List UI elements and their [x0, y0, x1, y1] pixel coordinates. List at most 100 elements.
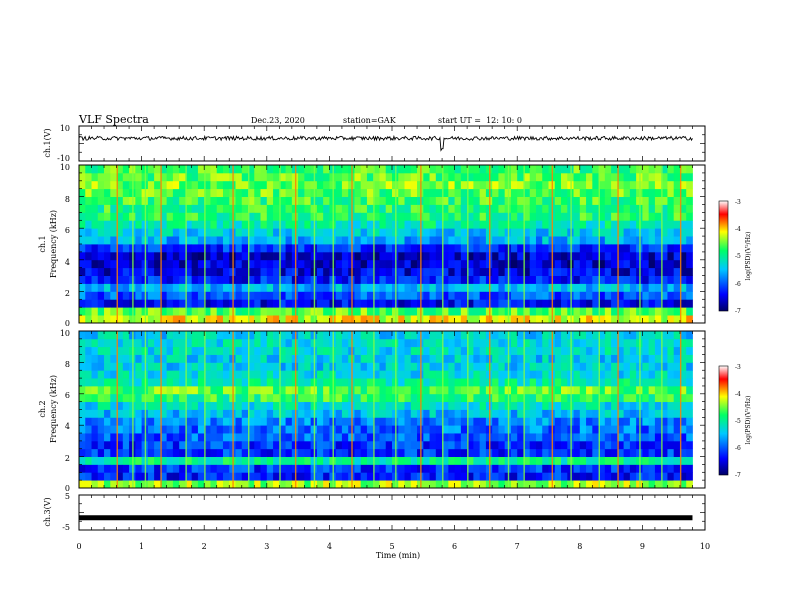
spec-cell	[222, 370, 230, 379]
spec-cell	[97, 228, 105, 237]
spec-cell	[85, 472, 92, 481]
spec-cell	[222, 251, 230, 261]
spec-cell	[216, 393, 224, 403]
spec-cell	[323, 172, 330, 182]
spec-cell	[611, 291, 618, 300]
spec-cell	[341, 456, 349, 465]
spec-cell	[122, 188, 130, 197]
spec-cell	[91, 417, 99, 426]
spec-cell	[654, 180, 662, 190]
spec-cell	[335, 417, 343, 426]
spec-cell	[360, 188, 368, 197]
spec-cell	[611, 331, 618, 340]
spec-cell	[260, 385, 268, 395]
spec-cell	[210, 165, 218, 174]
spec-cell	[686, 370, 693, 379]
spec-cell	[442, 401, 449, 410]
spec-cell	[285, 362, 293, 371]
spec-cell	[479, 291, 487, 300]
spec-cell	[492, 472, 499, 481]
spec-cell	[97, 165, 105, 174]
spec-cell	[241, 480, 249, 489]
spec-cell	[467, 346, 474, 355]
spec-cell	[686, 244, 693, 253]
spec-cell	[273, 385, 280, 395]
spec-cell	[373, 401, 380, 410]
spec-cell	[279, 291, 286, 300]
spec-cell	[542, 275, 549, 284]
spec-cell	[147, 251, 155, 261]
spec-cell	[379, 346, 387, 355]
spec-cell	[629, 267, 637, 276]
spec-cell	[517, 236, 524, 245]
spec-cell	[535, 393, 543, 403]
spec-cell	[248, 448, 255, 457]
spec-cell	[611, 464, 618, 473]
spec-cell	[298, 331, 305, 340]
spec-cell	[654, 409, 662, 418]
spec-cell	[473, 307, 481, 316]
spec-cell	[273, 472, 280, 481]
spec-cell	[410, 417, 418, 426]
spec-cell	[429, 385, 437, 395]
spec-cell	[454, 440, 462, 450]
spec-cell	[454, 172, 462, 182]
spec-cell	[479, 393, 487, 403]
spec-cell	[442, 244, 449, 253]
spec-cell	[354, 425, 362, 434]
spec-cell	[179, 244, 186, 253]
spec-cell	[679, 331, 687, 340]
spec-cell	[385, 236, 393, 245]
spec-cell	[160, 283, 168, 292]
spec-cell	[654, 204, 662, 213]
spec-cell	[166, 196, 174, 205]
spec-cell	[667, 180, 675, 190]
spec-cell	[435, 228, 443, 237]
spec-cell	[304, 212, 312, 221]
spec-cell	[279, 299, 286, 308]
spec-cell	[611, 417, 618, 426]
spec-cell	[323, 204, 330, 213]
spec-cell	[460, 204, 468, 213]
spec-cell	[179, 259, 186, 269]
spec-cell	[85, 188, 92, 197]
start-time-label: start UT = 12: 10: 0	[438, 116, 522, 125]
spec-cell	[116, 464, 124, 473]
spec-cell	[110, 393, 117, 403]
spec-cell	[479, 228, 487, 237]
spec-cell	[579, 440, 587, 450]
spec-cell	[298, 244, 305, 253]
spec-cell	[97, 267, 105, 276]
spec-cell	[185, 401, 193, 410]
spec-cell	[91, 354, 99, 363]
spec-cell	[642, 480, 650, 489]
spec-cell	[373, 417, 380, 426]
spec-cell	[523, 188, 531, 197]
spec-cell	[285, 259, 293, 269]
spec-cell	[273, 188, 280, 197]
spec-cell	[667, 259, 675, 269]
spec-cell	[623, 401, 631, 410]
spec-cell	[667, 417, 675, 426]
spec-cell	[592, 180, 599, 190]
spec-cell	[197, 196, 205, 205]
spec-cell	[91, 180, 99, 190]
spec-cell	[241, 307, 249, 316]
spec-cell	[448, 283, 455, 292]
spec-cell	[654, 393, 662, 403]
spec-cell	[241, 228, 249, 237]
axis-ticks	[78, 125, 706, 531]
spec-cell	[492, 188, 499, 197]
spec-cell	[623, 472, 631, 481]
spec-cell	[241, 267, 249, 276]
spec-cell	[366, 236, 374, 245]
spec-cell	[535, 165, 543, 174]
spec-cell	[341, 472, 349, 481]
spec-cell	[79, 259, 86, 269]
ch1-spec-tick: 8	[65, 195, 70, 204]
spec-cell	[373, 196, 380, 205]
spec-cell	[166, 433, 174, 442]
spec-cell	[147, 472, 155, 481]
spec-cell	[479, 283, 487, 292]
spec-cell	[442, 370, 449, 379]
